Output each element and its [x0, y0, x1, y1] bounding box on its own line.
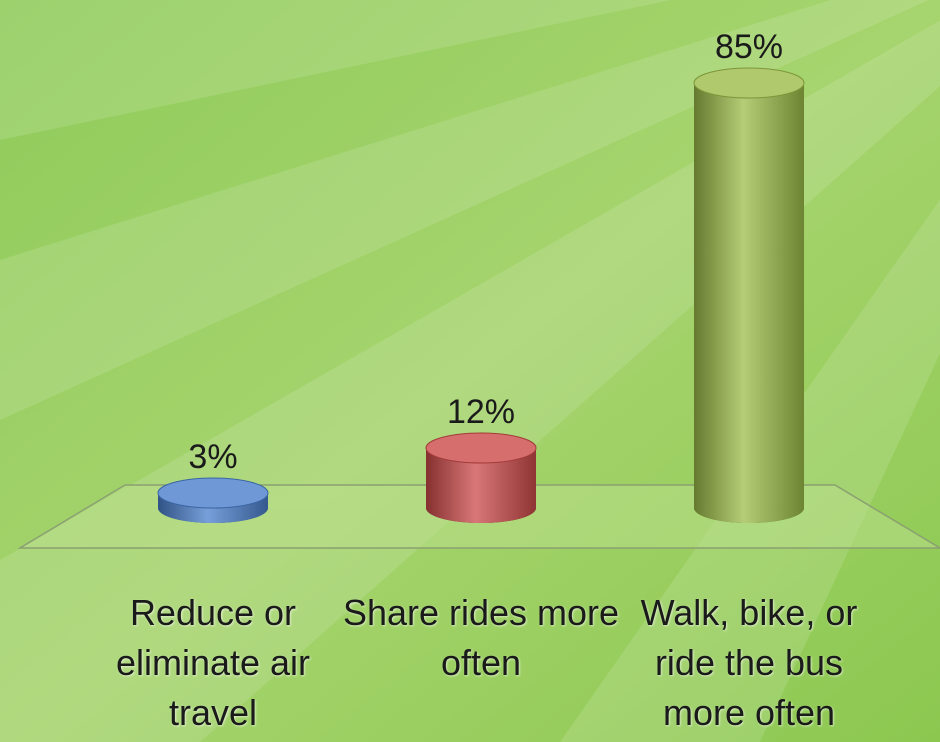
category-label: Reduce or eliminate air travel	[115, 592, 311, 733]
bar-bottom-edge	[694, 493, 804, 523]
bar-top	[693, 67, 805, 99]
bar	[157, 477, 269, 523]
bar-top	[425, 432, 537, 464]
value-label: 12%	[447, 393, 515, 431]
bar	[693, 67, 805, 523]
bar-bottom-edge	[426, 493, 536, 523]
category-label: Share rides more often	[342, 592, 620, 683]
value-label: 85%	[715, 28, 783, 66]
bar-body	[694, 83, 804, 508]
bar-top	[157, 477, 269, 509]
bar	[425, 432, 537, 523]
category-label: Walk, bike, or ride the bus more often	[640, 592, 858, 733]
value-label: 3%	[188, 438, 237, 476]
